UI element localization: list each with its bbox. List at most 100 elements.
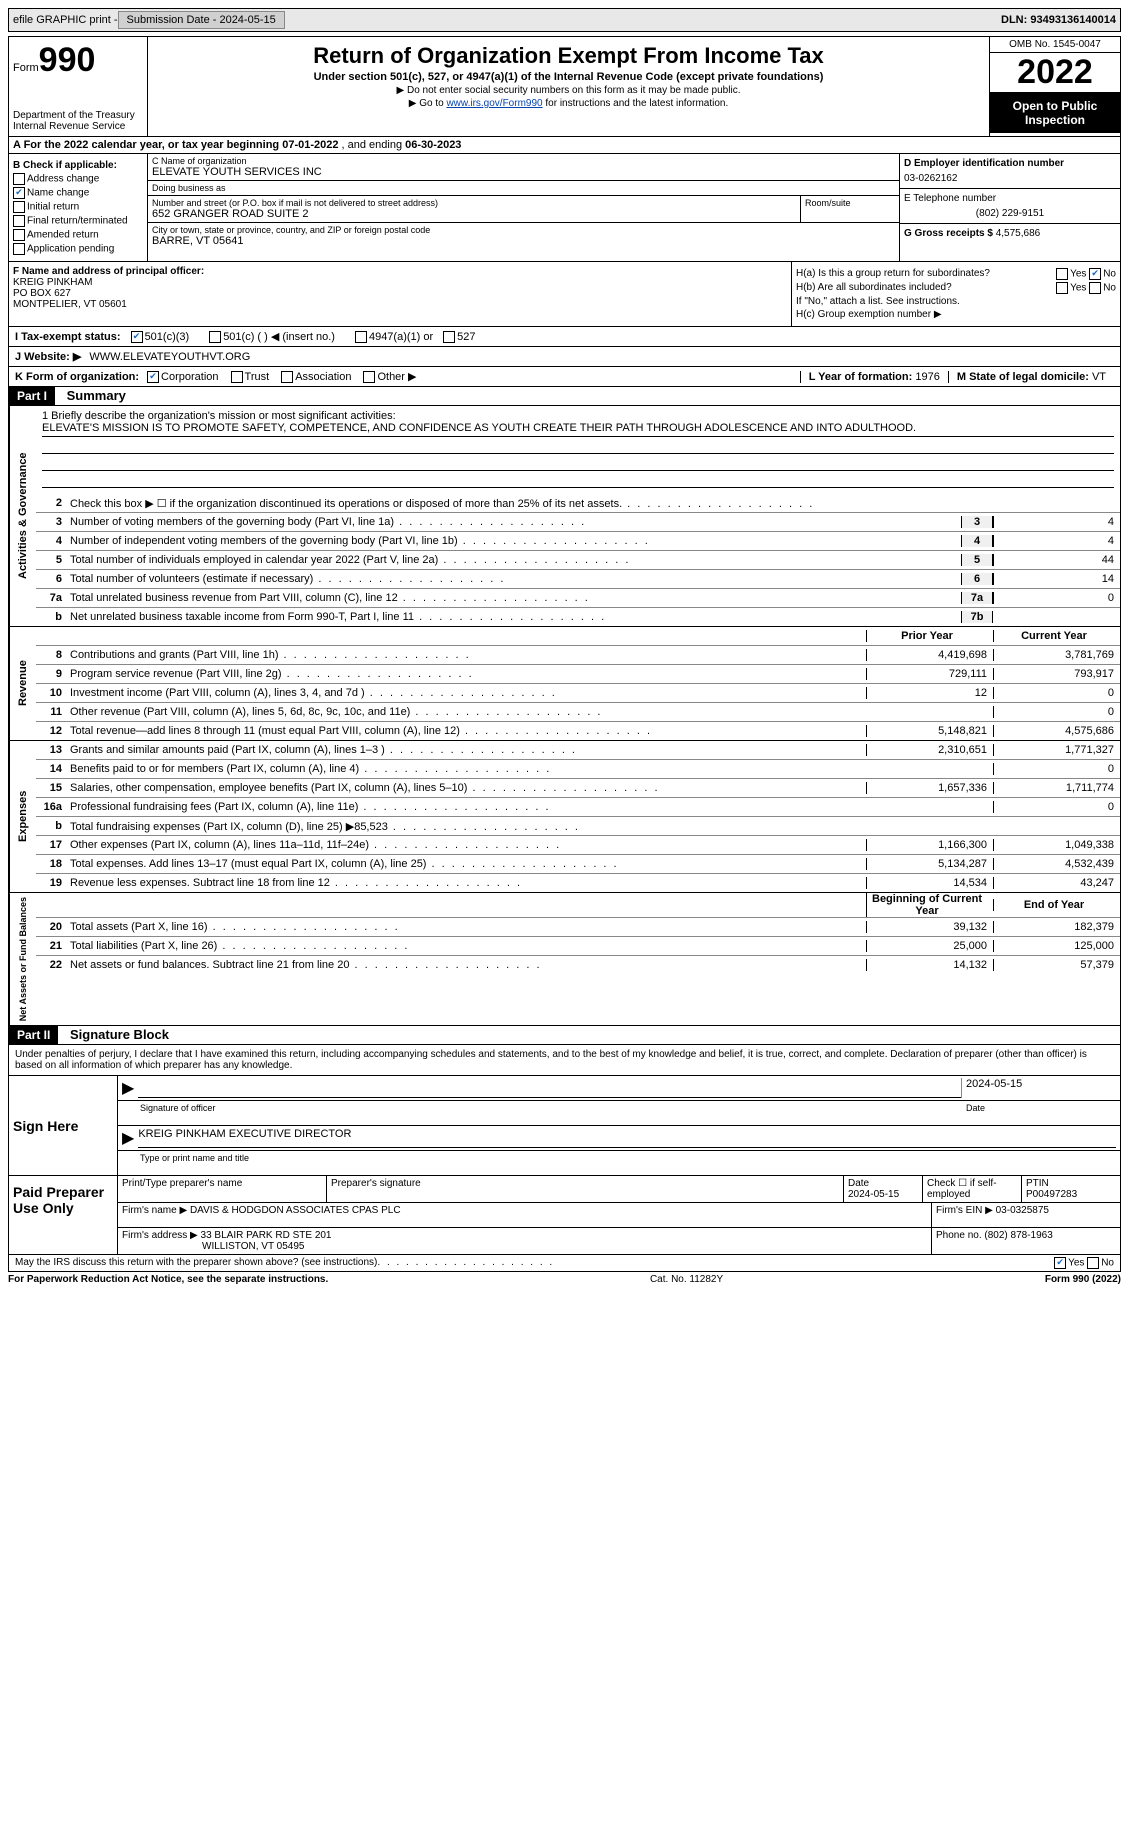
discuss-yes[interactable] <box>1054 1257 1066 1269</box>
irs-link[interactable]: www.irs.gov/Form990 <box>446 98 542 109</box>
summary-row: 12Total revenue—add lines 8 through 11 (… <box>36 722 1120 740</box>
officer-name: KREIG PINKHAM <box>13 277 787 288</box>
header-left: Form990 Department of the Treasury Inter… <box>9 37 148 136</box>
header-right: OMB No. 1545-0047 2022 Open to Public In… <box>989 37 1120 136</box>
chk-corp[interactable] <box>147 371 159 383</box>
chk-name-change[interactable] <box>13 187 25 199</box>
ein-value: 03-0262162 <box>904 173 1116 184</box>
ha-no[interactable] <box>1089 268 1101 280</box>
revenue-section: Revenue Prior Year Current Year 8Contrib… <box>8 627 1121 741</box>
summary-row: 16aProfessional fundraising fees (Part I… <box>36 798 1120 817</box>
chk-trust[interactable] <box>231 371 243 383</box>
prep-self-employed: Check ☐ if self-employed <box>923 1176 1022 1202</box>
chk-other[interactable] <box>363 371 375 383</box>
summary-row: 20Total assets (Part X, line 16)39,13218… <box>36 918 1120 937</box>
ein-label: D Employer identification number <box>904 158 1064 169</box>
firm-addr2: WILLISTON, VT 05495 <box>202 1241 304 1252</box>
arrow-icon: ▶ <box>122 1078 134 1098</box>
officer-addr1: PO BOX 627 <box>13 288 787 299</box>
summary-row: 10Investment income (Part VIII, column (… <box>36 684 1120 703</box>
two-col-header: Prior Year Current Year <box>36 627 1120 646</box>
col-b-checkboxes: B Check if applicable: Address change Na… <box>9 154 148 261</box>
officer-addr2: MONTPELIER, VT 05601 <box>13 299 787 310</box>
summary-row: 19Revenue less expenses. Subtract line 1… <box>36 874 1120 892</box>
mission-text: ELEVATE'S MISSION IS TO PROMOTE SAFETY, … <box>42 422 1114 437</box>
summary-row: 15Salaries, other compensation, employee… <box>36 779 1120 798</box>
officer-sig-label: Signature of officer <box>140 1103 215 1123</box>
note-ssn: ▶ Do not enter social security numbers o… <box>154 85 983 96</box>
phone-label: E Telephone number <box>904 193 1116 204</box>
name-title-label: Type or print name and title <box>140 1153 249 1173</box>
firm-name: DAVIS & HODGDON ASSOCIATES CPAS PLC <box>190 1205 401 1216</box>
irs-discuss-row: May the IRS discuss this return with the… <box>8 1255 1121 1272</box>
line-j: J Website: ▶ WWW.ELEVATEYOUTHVT.ORG <box>8 347 1121 367</box>
org-name-label: C Name of organization <box>152 156 895 166</box>
open-inspection: Open to Public Inspection <box>990 93 1120 133</box>
hb-note: If "No," attach a list. See instructions… <box>796 296 1116 307</box>
line-a: A For the 2022 calendar year, or tax yea… <box>8 137 1121 154</box>
hb-label: H(b) Are all subordinates included? <box>796 282 1016 294</box>
ha-yes[interactable] <box>1056 268 1068 280</box>
phone-value: (802) 229-9151 <box>904 208 1116 219</box>
street-label: Number and street (or P.O. box if mail i… <box>152 198 796 208</box>
gross-value: 4,575,686 <box>996 228 1041 239</box>
chk-4947[interactable] <box>355 331 367 343</box>
part1-header: Part I Summary <box>8 387 1121 406</box>
summary-row: bNet unrelated business taxable income f… <box>36 608 1120 626</box>
chk-final-return[interactable] <box>13 215 25 227</box>
dba-label: Doing business as <box>152 183 895 193</box>
net-assets-section: Net Assets or Fund Balances Beginning of… <box>8 893 1121 1026</box>
efile-label: efile GRAPHIC print - <box>13 14 118 26</box>
mission-block: 1 Briefly describe the organization's mi… <box>36 406 1120 494</box>
sig-declaration: Under penalties of perjury, I declare th… <box>8 1045 1121 1076</box>
summary-row: bTotal fundraising expenses (Part IX, co… <box>36 817 1120 836</box>
vtab-revenue: Revenue <box>9 627 36 740</box>
chk-assoc[interactable] <box>281 371 293 383</box>
summary-row: 14Benefits paid to or for members (Part … <box>36 760 1120 779</box>
state-domicile: VT <box>1092 371 1106 383</box>
prep-sig-label: Preparer's signature <box>327 1176 844 1202</box>
hb-no[interactable] <box>1089 282 1101 294</box>
form-title: Return of Organization Exempt From Incom… <box>154 43 983 69</box>
col-c-org-info: C Name of organization ELEVATE YOUTH SER… <box>148 154 899 261</box>
summary-row: 2Check this box ▶ ☐ if the organization … <box>36 494 1120 513</box>
street-value: 652 GRANGER ROAD SUITE 2 <box>152 208 796 220</box>
chk-app-pending[interactable] <box>13 243 25 255</box>
part2-header: Part II Signature Block <box>8 1026 1121 1045</box>
vtab-activities: Activities & Governance <box>9 406 36 626</box>
summary-row: 13Grants and similar amounts paid (Part … <box>36 741 1120 760</box>
col-h-group: H(a) Is this a group return for subordin… <box>792 262 1120 326</box>
section-fh: F Name and address of principal officer:… <box>8 262 1121 327</box>
vtab-net: Net Assets or Fund Balances <box>9 893 36 1025</box>
form-number: Form990 <box>13 41 143 80</box>
summary-row: 6Total number of volunteers (estimate if… <box>36 570 1120 589</box>
dln-label: DLN: 93493136140014 <box>1001 14 1116 26</box>
hb-yes[interactable] <box>1056 282 1068 294</box>
room-label: Room/suite <box>805 198 895 208</box>
summary-row: 4Number of independent voting members of… <box>36 532 1120 551</box>
website-value: WWW.ELEVATEYOUTHVT.ORG <box>89 351 250 363</box>
omb-number: OMB No. 1545-0047 <box>990 37 1120 53</box>
paid-preparer: Paid Preparer Use Only Print/Type prepar… <box>8 1176 1121 1255</box>
summary-row: 22Net assets or fund balances. Subtract … <box>36 956 1120 974</box>
chk-amended[interactable] <box>13 229 25 241</box>
ptin-value: P00497283 <box>1026 1189 1077 1200</box>
form-subtitle: Under section 501(c), 527, or 4947(a)(1)… <box>154 71 983 83</box>
chk-address-change[interactable] <box>13 173 25 185</box>
discuss-no[interactable] <box>1087 1257 1099 1269</box>
org-name: ELEVATE YOUTH SERVICES INC <box>152 166 895 178</box>
chk-initial-return[interactable] <box>13 201 25 213</box>
submission-date-button[interactable]: Submission Date - 2024-05-15 <box>118 11 285 29</box>
sign-here-label: Sign Here <box>9 1076 118 1175</box>
vtab-expenses: Expenses <box>9 741 36 892</box>
chk-501c[interactable] <box>209 331 221 343</box>
firm-ein: 03-0325875 <box>996 1205 1049 1216</box>
sign-here-row: Sign Here ▶ 2024-05-15 Signature of offi… <box>8 1076 1121 1176</box>
firm-phone: (802) 878-1963 <box>984 1230 1052 1241</box>
gross-label: G Gross receipts $ <box>904 228 993 239</box>
chk-501c3[interactable] <box>131 331 143 343</box>
line-k: K Form of organization: Corporation Trus… <box>8 367 1121 387</box>
city-value: BARRE, VT 05641 <box>152 235 895 247</box>
chk-527[interactable] <box>443 331 455 343</box>
col-f-officer: F Name and address of principal officer:… <box>9 262 792 326</box>
